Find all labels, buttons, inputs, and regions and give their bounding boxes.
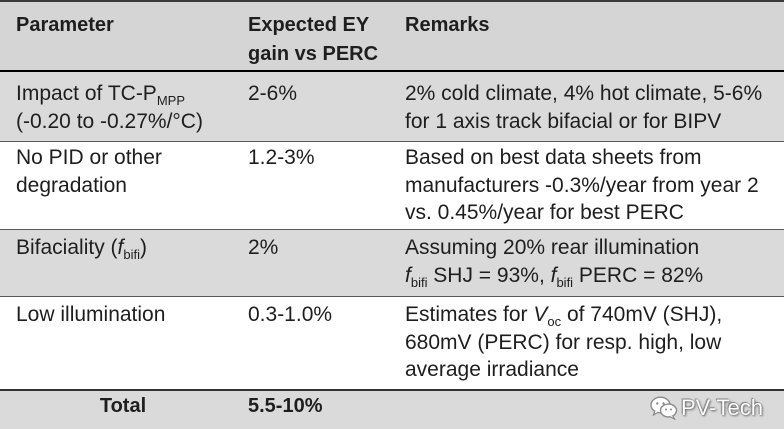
header-parameter-cell: Parameter — [16, 11, 114, 40]
remarks-subscript: oc — [547, 314, 562, 329]
parameter-cell: Impact of TC-PMPP (-0.20 to -0.27%/°C) — [16, 80, 203, 135]
parameter-text: Impact of TC-P — [16, 82, 157, 105]
remarks-cell: Estimates for Voc of 740mV (SHJ), 680mV … — [405, 301, 722, 384]
remarks-line: Assuming 20% rear illumination — [405, 236, 700, 259]
remarks-cell: 2% cold climate, 4% hot climate, 5-6% fo… — [405, 80, 762, 135]
remarks-italic: V — [533, 303, 548, 326]
gain-value: 1.2-3% — [248, 146, 315, 169]
total-label-cell: Total — [0, 393, 246, 421]
gain-value: 2-6% — [248, 82, 298, 105]
header-gain-line-1: Expected EY — [248, 14, 370, 36]
table-row: Low illumination 0.3-1.0% Estimates for … — [0, 296, 784, 389]
gain-cell: 2-6% — [248, 80, 297, 108]
watermark-text: PV-Tech — [681, 395, 763, 420]
remarks-line: for 1 axis track bifacial or for BIPV — [405, 109, 722, 133]
remarks-text: SHJ = 93%, — [427, 263, 551, 287]
parameter-subscript: bifi — [123, 247, 140, 262]
gain-cell: 2% — [248, 234, 278, 262]
remarks-text: PERC = 82% — [573, 263, 704, 287]
total-label: Total — [99, 395, 147, 417]
header-remarks: Remarks — [405, 14, 490, 36]
table-row: Bifaciality (fbifi) 2% Assuming 20% rear… — [0, 229, 784, 296]
gain-value: 2% — [248, 236, 279, 259]
remarks-line: Based on best data sheets from — [405, 146, 702, 169]
total-gain-cell: 5.5-10% — [248, 393, 323, 421]
header-gain-cell: Expected EY gain vs PERC — [248, 11, 378, 69]
parameter-line: Impact of TC-PMPP — [16, 80, 203, 108]
parameter-line: Low illumination — [16, 303, 166, 326]
parameter-text: Bifaciality ( — [16, 236, 118, 259]
table-row: No PID or other degradation 1.2-3% Based… — [0, 141, 784, 229]
parameter-line: Bifaciality (fbifi) — [16, 234, 147, 262]
parameter-line: degradation — [16, 173, 127, 197]
parameter-line: No PID or other — [16, 146, 162, 169]
table-row: Impact of TC-PMPP (-0.20 to -0.27%/°C) 2… — [0, 70, 784, 141]
remarks-line: Estimates for Voc of 740mV (SHJ), — [405, 301, 722, 329]
remarks-line: fbifi SHJ = 93%, fbifi PERC = 82% — [405, 262, 703, 290]
gain-cell: 1.2-3% — [248, 144, 315, 172]
remarks-subscript: bifi — [556, 274, 574, 290]
header-gain-line-2: gain vs PERC — [248, 43, 379, 65]
remarks-text: Estimates for — [405, 303, 534, 326]
remarks-subscript: bifi — [410, 274, 428, 290]
gain-cell: 0.3-1.0% — [248, 301, 332, 329]
remarks-line: 2% cold climate, 4% hot climate, 5-6% — [405, 82, 763, 105]
parameter-subscript: MPP — [156, 93, 185, 108]
remarks-italic: f — [550, 263, 557, 287]
remarks-line: manufacturers -0.3%/year from year 2 — [405, 173, 759, 197]
remarks-italic: f — [405, 263, 411, 287]
total-gain-value: 5.5-10% — [248, 395, 323, 417]
remarks-text: of 740mV (SHJ), — [561, 303, 723, 326]
remarks-cell: Based on best data sheets from manufactu… — [405, 144, 759, 227]
parameter-cell: No PID or other degradation — [16, 144, 162, 199]
parameter-line: (-0.20 to -0.27%/°C) — [16, 109, 203, 133]
table-total-row: Total 5.5-10% PV-Tech — [0, 389, 784, 429]
remarks-cell: Assuming 20% rear illumination fbifi SHJ… — [405, 234, 703, 289]
header-parameter: Parameter — [16, 14, 114, 36]
gain-value: 0.3-1.0% — [248, 303, 333, 326]
parameter-text: ) — [140, 236, 147, 259]
parameter-italic: f — [117, 236, 124, 259]
remarks-line: average irradiance — [405, 358, 579, 381]
remarks-line: 680mV (PERC) for resp. high, low — [405, 330, 722, 354]
header-remarks-cell: Remarks — [405, 11, 490, 40]
wechat-icon — [650, 396, 678, 421]
table-header-row: Parameter Expected EY gain vs PERC Remar… — [0, 0, 784, 70]
parameter-cell: Low illumination — [16, 301, 165, 329]
parameter-cell: Bifaciality (fbifi) — [16, 234, 147, 262]
remarks-line: vs. 0.45%/year for best PERC — [405, 201, 684, 224]
